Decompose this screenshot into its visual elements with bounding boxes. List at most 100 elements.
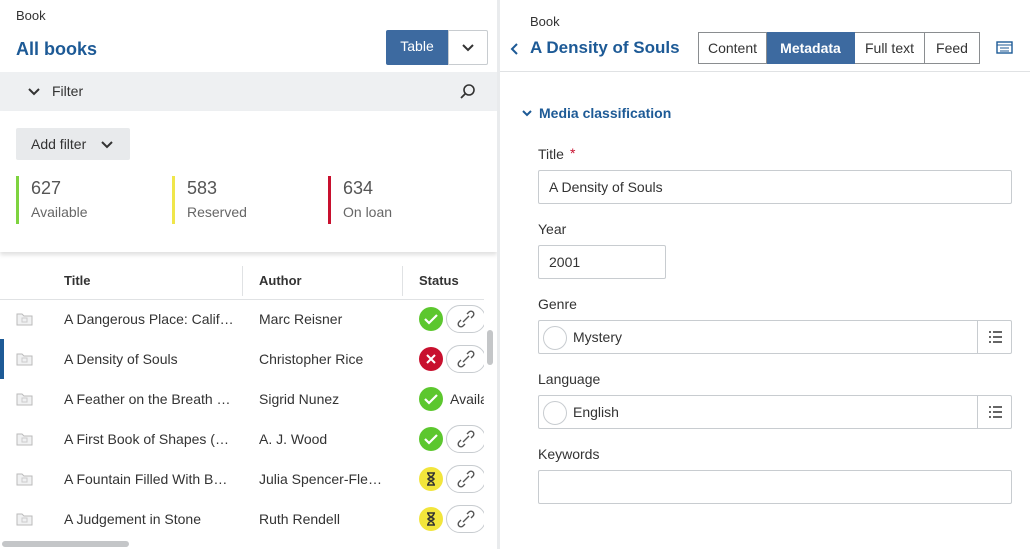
cell-author: Christopher Rice [259, 351, 364, 367]
select-input[interactable]: Mystery [538, 320, 1012, 354]
layout-icon[interactable] [996, 41, 1014, 55]
link-button[interactable] [446, 425, 484, 453]
column-header[interactable]: Title [64, 273, 91, 288]
back-icon[interactable] [509, 41, 521, 57]
horizontal-scrollbar[interactable] [2, 541, 129, 547]
stat-label: On loan [343, 204, 393, 220]
search-icon[interactable] [458, 82, 478, 102]
cell-title: A Judgement in Stone [64, 511, 201, 527]
table-body: A Dangerous Place: Calif… Marc Reisner A D… [0, 299, 484, 549]
cell-author: A. J. Wood [259, 431, 328, 447]
stat-bar [16, 176, 19, 224]
input-value: 2001 [549, 254, 581, 270]
folder-icon [16, 352, 33, 371]
filter-bar[interactable]: Filter [0, 72, 497, 111]
status-icon [418, 426, 444, 452]
cell-author: Ruth Rendell [259, 511, 340, 527]
field-label: Language [538, 371, 601, 387]
chevron [101, 141, 113, 149]
cell-title: A Feather on the Breath … [64, 391, 231, 407]
list-icon [989, 406, 1002, 418]
folder-icon [16, 472, 33, 491]
text-input[interactable]: A Density of Souls [538, 170, 1012, 204]
input-value: English [573, 404, 619, 420]
tab[interactable]: Full text [855, 32, 925, 64]
field-label: Title [538, 146, 564, 162]
status-text: Available [450, 391, 484, 407]
status-icon [418, 386, 444, 412]
stats-card: Add filter 627 Available 583 Reserved 634 On … [0, 111, 497, 252]
chevron [28, 88, 40, 96]
field-label: Genre [538, 296, 577, 312]
add-filter-label: Add filter [31, 136, 87, 152]
stats: 627 Available 583 Reserved 634 On loan [0, 111, 497, 252]
column-divider [242, 266, 243, 296]
link-button[interactable] [446, 305, 484, 333]
cell-author: Julia Spencer-Fle… [259, 471, 382, 487]
cell-title: A Fountain Filled With B… [64, 471, 228, 487]
header-border [500, 71, 1030, 72]
view-dropdown[interactable] [448, 30, 488, 65]
cell-author: Sigrid Nunez [259, 391, 340, 407]
tab[interactable]: Content [698, 32, 767, 64]
section-chevron[interactable] [521, 107, 533, 119]
link-button[interactable] [446, 465, 484, 493]
stat-value: 634 [343, 178, 374, 198]
breadcrumb: Book [16, 8, 46, 23]
filter-label: Filter [52, 83, 84, 99]
cell-title: A Dangerous Place: Calif… [64, 311, 234, 327]
field-label: Keywords [538, 446, 600, 462]
text-input[interactable]: 2001 [538, 245, 666, 279]
stat-value: 583 [187, 178, 218, 198]
link-button[interactable] [446, 505, 484, 533]
text-input[interactable] [538, 470, 1012, 504]
list-icon [989, 331, 1002, 343]
tab[interactable]: Feed [925, 32, 980, 64]
stat-bar [172, 176, 175, 224]
breadcrumb: Book [530, 14, 560, 29]
tabs: Content Metadata Full text Feed [698, 32, 980, 64]
column-header[interactable]: Status [419, 273, 459, 288]
tab[interactable]: Metadata [767, 32, 855, 64]
folder-icon [16, 392, 33, 411]
cell-author: Marc Reisner [259, 311, 343, 327]
right-panel: Book A Density of Souls Content Metadata F… [500, 0, 1030, 549]
folder-icon [16, 512, 33, 531]
view-button[interactable]: Table [386, 30, 448, 65]
status-icon [418, 506, 444, 532]
vertical-scrollbar[interactable] [487, 330, 493, 365]
link-button[interactable] [446, 345, 484, 373]
stat-bar [328, 176, 331, 224]
color-circle [543, 326, 567, 350]
stat-label: Available [31, 204, 88, 220]
input-value: A Density of Souls [549, 179, 663, 195]
folder-icon [16, 432, 33, 451]
status-icon [418, 346, 444, 372]
list-button[interactable] [977, 395, 1012, 429]
record-title: A Density of Souls [530, 38, 680, 57]
add-filter-button[interactable]: Add filter [16, 128, 130, 160]
status-icon [418, 306, 444, 332]
color-circle [543, 401, 567, 425]
list-button[interactable] [977, 320, 1012, 354]
selection-bar [0, 339, 4, 379]
cell-title: A Density of Souls [64, 351, 178, 367]
section-title[interactable]: Media classification [539, 105, 672, 121]
cell-title: A First Book of Shapes (… [64, 431, 229, 447]
column-header[interactable]: Author [259, 273, 302, 288]
table-header: Title Author Status [0, 261, 484, 300]
status-icon [418, 466, 444, 492]
field-label: Year [538, 221, 567, 237]
required-mark: * [570, 145, 576, 161]
column-divider [402, 266, 403, 296]
left-panel: Book All books Table Filter Add filter 6… [0, 0, 497, 549]
select-input[interactable]: English [538, 395, 1012, 429]
view-button-label: Table [400, 38, 434, 54]
input-value: Mystery [573, 329, 622, 345]
folder-icon [16, 312, 33, 331]
chevron [462, 44, 474, 52]
stat-label: Reserved [187, 204, 247, 220]
panel-divider [497, 0, 500, 549]
stat-value: 627 [31, 178, 62, 198]
